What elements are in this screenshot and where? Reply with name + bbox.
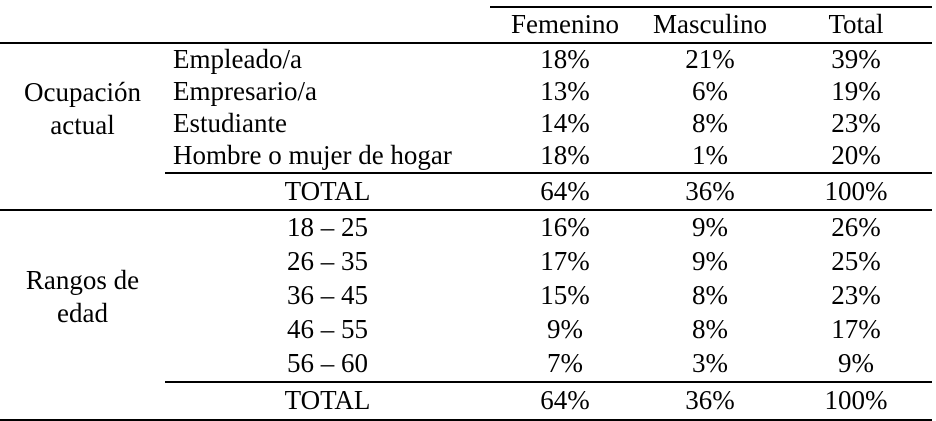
- section-total-row: TOTAL 64% 36% 100%: [0, 382, 932, 421]
- cell-femenino: 9%: [547, 314, 583, 345]
- table-row: 26 – 35 17% 9% 25%: [0, 245, 932, 279]
- cell-total: 23%: [831, 108, 881, 139]
- row-label: Empresario/a: [173, 76, 317, 107]
- cell-masculino: 9%: [692, 212, 728, 243]
- cell-total: 25%: [831, 246, 881, 277]
- table-row: Empresario/a 13% 6% 19%: [0, 76, 932, 108]
- cell-masculino: 36%: [640, 382, 780, 421]
- cell-masculino: 8%: [692, 280, 728, 311]
- demographics-table: Femenino Masculino Total Ocupación actua…: [0, 6, 932, 421]
- row-label: 56 – 60: [165, 347, 490, 383]
- group-label-rangos-de-edad: Rangos de edad: [25, 265, 140, 328]
- cell-masculino: 8%: [692, 108, 728, 139]
- cell-femenino: 7%: [490, 347, 640, 383]
- row-label: 36 – 45: [287, 280, 368, 311]
- total-label: TOTAL: [165, 173, 490, 211]
- row-label: 26 – 35: [287, 246, 368, 277]
- total-spacer: [0, 382, 165, 421]
- header-spacer: [0, 7, 490, 44]
- group-label-ocupacion-actual: Ocupación actual: [24, 77, 141, 140]
- table-row: Estudiante 14% 8% 23%: [0, 108, 932, 140]
- row-label: Hombre o mujer de hogar: [165, 140, 490, 174]
- table-row: 56 – 60 7% 3% 9%: [0, 347, 932, 383]
- cell-total: 100%: [780, 382, 932, 421]
- cell-femenino: 15%: [540, 280, 590, 311]
- cell-total: 9%: [780, 347, 932, 383]
- col-header-femenino: Femenino: [490, 6, 640, 44]
- cell-femenino: 64%: [490, 382, 640, 421]
- total-spacer: [0, 173, 165, 211]
- table-row: 36 – 45 15% 8% 23%: [0, 279, 932, 313]
- cell-femenino: 14%: [540, 108, 590, 139]
- cell-femenino: 64%: [490, 173, 640, 211]
- cell-total: 23%: [831, 280, 881, 311]
- cell-masculino: 1%: [640, 140, 780, 174]
- table-row: Hombre o mujer de hogar 18% 1% 20%: [0, 140, 932, 174]
- row-label: Empleado/a: [173, 44, 302, 75]
- row-label: 18 – 25: [287, 212, 368, 243]
- cell-total: 39%: [831, 44, 881, 75]
- table-header-row: Femenino Masculino Total: [0, 6, 932, 44]
- total-label: TOTAL: [165, 382, 490, 421]
- cell-femenino: 13%: [540, 76, 590, 107]
- table-row: Ocupación actual Empleado/a 18% 21% 39%: [0, 43, 932, 139]
- col-header-masculino: Masculino: [640, 6, 780, 44]
- cell-masculino: 8%: [692, 314, 728, 345]
- cell-femenino: 18%: [490, 140, 640, 174]
- cell-total: 100%: [780, 173, 932, 211]
- cell-femenino: 16%: [540, 212, 590, 243]
- section-total-row: TOTAL 64% 36% 100%: [0, 173, 932, 211]
- cell-masculino: 36%: [640, 173, 780, 211]
- row-label: Estudiante: [173, 108, 287, 139]
- table-row: 46 – 55 9% 8% 17%: [0, 313, 932, 347]
- table-row: Rangos de edad 18 – 25 16% 9% 26%: [0, 210, 932, 327]
- cell-masculino: 6%: [692, 76, 728, 107]
- col-header-total: Total: [780, 6, 932, 44]
- cell-masculino: 21%: [685, 44, 735, 75]
- cell-femenino: 18%: [540, 44, 590, 75]
- cell-masculino: 9%: [692, 246, 728, 277]
- cell-total: 19%: [831, 76, 881, 107]
- row-label: 46 – 55: [287, 314, 368, 345]
- cell-total: 17%: [831, 314, 881, 345]
- cell-masculino: 3%: [640, 347, 780, 383]
- cell-femenino: 17%: [540, 246, 590, 277]
- cell-total: 20%: [780, 140, 932, 174]
- cell-total: 26%: [831, 212, 881, 243]
